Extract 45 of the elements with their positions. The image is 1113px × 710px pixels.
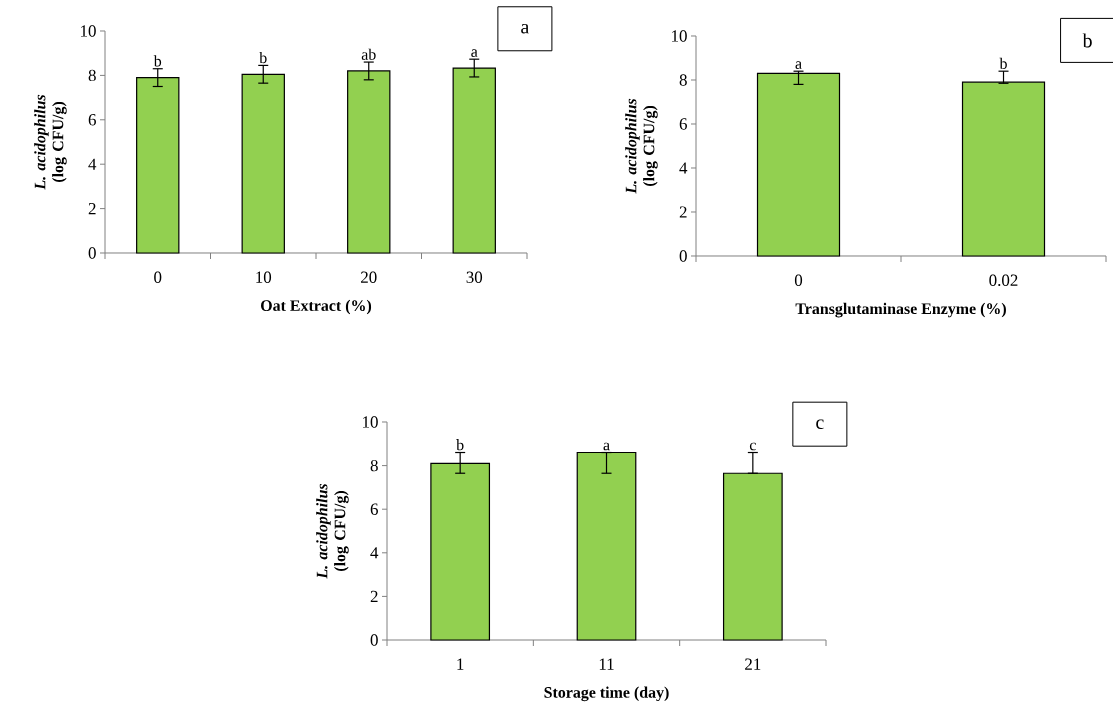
x-axis-title: Storage time (day): [544, 686, 669, 702]
x-tick-label: 10: [256, 271, 272, 283]
y-tick-label: 6: [679, 118, 687, 130]
y-tick-label: 4: [679, 162, 688, 174]
y-tick-label: 4: [88, 158, 97, 170]
y-tick-label: 0: [88, 247, 96, 259]
x-tick-label: 1: [457, 658, 464, 670]
x-tick-label: 11: [599, 658, 614, 670]
x-tick-label: 30: [466, 271, 483, 283]
y-tick-label: 10: [81, 25, 96, 37]
y-tick-label: 6: [88, 114, 96, 126]
x-axis-title: Oat Extract (%): [261, 299, 372, 315]
y-tick-label: 2: [370, 590, 378, 603]
annotation: c: [749, 442, 756, 451]
y-tick-label: 2: [679, 206, 687, 218]
y-tick-label: 10: [363, 416, 378, 428]
annotation: b: [259, 51, 267, 64]
x-tick-label: 0: [794, 274, 803, 286]
annotation: b: [1082, 33, 1092, 48]
annotation: a: [471, 49, 478, 57]
y-tick-label: 2: [88, 202, 96, 215]
y-tick-label: 0: [370, 634, 378, 646]
x-tick-label: 0.02: [989, 274, 1018, 287]
y-axis-title: L. acidophilus (log CFU/g): [625, 98, 658, 194]
annotation: b: [153, 55, 162, 67]
x-tick-label: 20: [361, 271, 377, 283]
annotation: a: [521, 24, 530, 34]
y-tick-label: 8: [679, 74, 687, 86]
y-tick-label: 8: [88, 69, 96, 82]
annotation: a: [795, 61, 802, 69]
y-tick-label: 4: [370, 547, 379, 559]
annotation: b: [999, 57, 1007, 69]
y-tick-label: 10: [672, 30, 687, 42]
y-tick-label: 8: [370, 459, 378, 472]
annotation: ab: [361, 48, 376, 60]
x-tick-label: 0: [154, 271, 162, 283]
y-axis-title: L. acidophilus (log CFU/g): [316, 483, 349, 579]
y-tick-label: 6: [370, 503, 378, 515]
annotation: c: [816, 419, 824, 429]
y-axis-title: L. acidophilus (log CFU/g): [34, 94, 67, 190]
y-tick-label: 0: [679, 250, 687, 262]
annotation: b: [456, 439, 464, 451]
annotation: a: [603, 442, 610, 451]
x-tick-label: 21: [745, 658, 761, 670]
x-axis-title: Transglutaminase Enzyme (%): [795, 302, 1006, 318]
